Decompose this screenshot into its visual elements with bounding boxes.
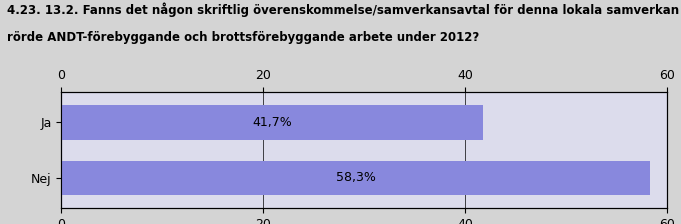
Text: rörde ANDT-förebyggande och brottsförebyggande arbete under 2012?: rörde ANDT-förebyggande och brottsföreby… [7,31,479,44]
Bar [61,161,650,195]
Text: 58,3%: 58,3% [336,171,376,184]
Text: 41,7%: 41,7% [252,116,291,129]
Bar [61,105,483,140]
Text: 4.23. 13.2. Fanns det någon skriftlig överenskommelse/samverkansavtal för denna : 4.23. 13.2. Fanns det någon skriftlig öv… [7,2,681,17]
